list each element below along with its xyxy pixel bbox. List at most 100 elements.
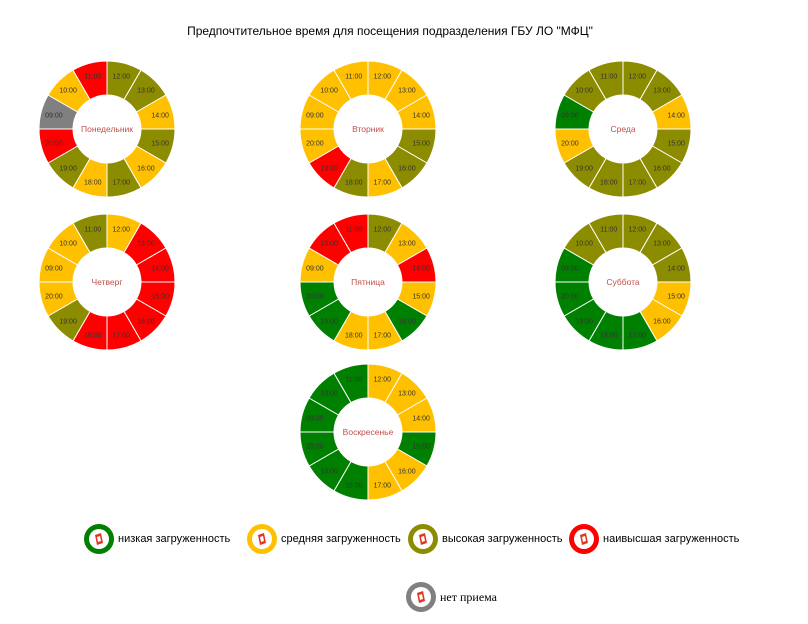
- slice-label: 09:00: [561, 112, 579, 119]
- slice-label: 13:00: [137, 88, 155, 95]
- slice-label: 13:00: [653, 88, 671, 95]
- slice-label: 15:00: [412, 444, 430, 451]
- slice-label: 16:00: [398, 318, 416, 325]
- slice-label: 20:00: [306, 444, 324, 451]
- donut-slice: [72, 213, 108, 254]
- slice-label: 16:00: [398, 165, 416, 172]
- slice-label: 10:00: [320, 391, 338, 398]
- legend-label-highest: наивысшая загруженность: [603, 533, 740, 545]
- slice-label: 14:00: [151, 112, 169, 119]
- slice-label: 20:00: [306, 141, 324, 148]
- day-label: Вторник: [352, 124, 384, 134]
- legend-item-low: низкая загруженность: [84, 521, 230, 557]
- slice-label: 17:00: [628, 180, 646, 187]
- donut-chart-6: 12:00 13:00 14:00 15:00 16:00 17:00 18:00 19:00…: [299, 363, 437, 500]
- slice-label: 16:00: [653, 318, 671, 325]
- slice-label: 20:00: [561, 141, 579, 148]
- slice-label: 20:00: [45, 294, 63, 301]
- donut-slice: [333, 213, 369, 254]
- slice-label: 12:00: [373, 73, 391, 80]
- mfc-logo-icon: [84, 524, 114, 554]
- slice-label: 18:00: [345, 180, 363, 187]
- slice-label: 13:00: [398, 241, 416, 248]
- slice-label: 10:00: [59, 88, 77, 95]
- slice-label: 14:00: [412, 112, 430, 119]
- slice-label: 15:00: [667, 294, 685, 301]
- slice-label: 11:00: [345, 73, 362, 80]
- slice-label: 15:00: [151, 294, 169, 301]
- donut-chart-2: 12:00 13:00 14:00 15:00 16:00 17:00 18:00 19:00…: [554, 60, 692, 198]
- slice-label: 10:00: [320, 241, 338, 248]
- mfc-logo-icon: [247, 524, 277, 554]
- slice-label: 09:00: [306, 415, 324, 422]
- slice-label: 11:00: [345, 226, 362, 233]
- slice-label: 09:00: [306, 265, 324, 272]
- slice-label: 16:00: [653, 165, 671, 172]
- donut-slice: [367, 460, 403, 500]
- slice-label: 12:00: [628, 73, 646, 80]
- slice-label: 17:00: [373, 483, 391, 490]
- slice-label: 19:00: [320, 468, 338, 475]
- slice-label: 15:00: [667, 141, 685, 148]
- slice-label: 19:00: [320, 165, 338, 172]
- slice-label: 11:00: [84, 226, 101, 233]
- slice-label: 09:00: [45, 112, 63, 119]
- day-label: Среда: [610, 124, 635, 134]
- slice-label: 11:00: [345, 376, 362, 383]
- slice-label: 09:00: [561, 265, 579, 272]
- slice-label: 17:00: [373, 180, 391, 187]
- mfc-logo-icon: [569, 524, 599, 554]
- legend-item-closed: нет приема: [406, 579, 497, 615]
- slice-label: 18:00: [345, 483, 363, 490]
- slice-label: 19:00: [59, 165, 77, 172]
- legend-label-high: высокая загруженность: [442, 533, 563, 545]
- slice-label: 11:00: [600, 226, 617, 233]
- slice-label: 11:00: [84, 73, 101, 80]
- slice-label: 12:00: [373, 376, 391, 383]
- donut-slice: [333, 60, 369, 101]
- mfc-logo-icon: [408, 524, 438, 554]
- slice-label: 16:00: [137, 318, 155, 325]
- slice-label: 18:00: [600, 180, 618, 187]
- donut-chart-5: 12:00 13:00 14:00 15:00 16:00 17:00 18:00 19:00…: [554, 213, 692, 351]
- slice-label: 13:00: [137, 241, 155, 248]
- slice-label: 10:00: [575, 88, 593, 95]
- slice-label: 14:00: [667, 112, 685, 119]
- legend-label-medium: средняя загруженность: [281, 533, 401, 545]
- slice-label: 14:00: [667, 265, 685, 272]
- slice-label: 15:00: [412, 141, 430, 148]
- legend-item-high: высокая загруженность: [408, 521, 562, 557]
- mfc-logo-icon: [406, 582, 436, 612]
- slice-label: 18:00: [345, 333, 363, 340]
- slice-label: 19:00: [575, 318, 593, 325]
- slice-label: 18:00: [600, 333, 618, 340]
- slice-label: 09:00: [306, 112, 324, 119]
- donut-charts: 12:00 13:00 14:00 15:00 16:00 17:00 18:00 19:00…: [38, 60, 692, 500]
- slice-label: 14:00: [412, 265, 430, 272]
- donut-slice: [588, 60, 624, 101]
- slice-label: 19:00: [320, 318, 338, 325]
- slice-label: 19:00: [575, 165, 593, 172]
- day-label: Суббота: [606, 277, 640, 287]
- slice-label: 20:00: [306, 294, 324, 301]
- donut-slice: [333, 363, 369, 404]
- slice-label: 12:00: [628, 226, 646, 233]
- chart-title: Предпочтительное время для посещения под…: [187, 24, 593, 38]
- slice-label: 15:00: [151, 141, 169, 148]
- donut-chart-1: 12:00 13:00 14:00 15:00 16:00 17:00 18:00 19:00…: [299, 60, 437, 198]
- donut-chart-4: 12:00 13:00 14:00 15:00 16:00 17:00 18:00 19:00…: [299, 213, 437, 351]
- slice-label: 17:00: [112, 180, 130, 187]
- slice-label: 17:00: [112, 333, 130, 340]
- donut-chart-3: 12:00 13:00 14:00 15:00 16:00 17:00 18:00 19:00…: [38, 213, 176, 351]
- slice-label: 20:00: [561, 294, 579, 301]
- slice-label: 11:00: [600, 73, 617, 80]
- slice-label: 18:00: [84, 333, 102, 340]
- slice-label: 16:00: [398, 468, 416, 475]
- legend-item-highest: наивысшая загруженность: [569, 521, 739, 557]
- slice-label: 14:00: [412, 415, 430, 422]
- slice-label: 17:00: [373, 333, 391, 340]
- slice-label: 14:00: [151, 265, 169, 272]
- slice-label: 19:00: [59, 318, 77, 325]
- donut-slice: [588, 213, 624, 254]
- slice-label: 12:00: [373, 226, 391, 233]
